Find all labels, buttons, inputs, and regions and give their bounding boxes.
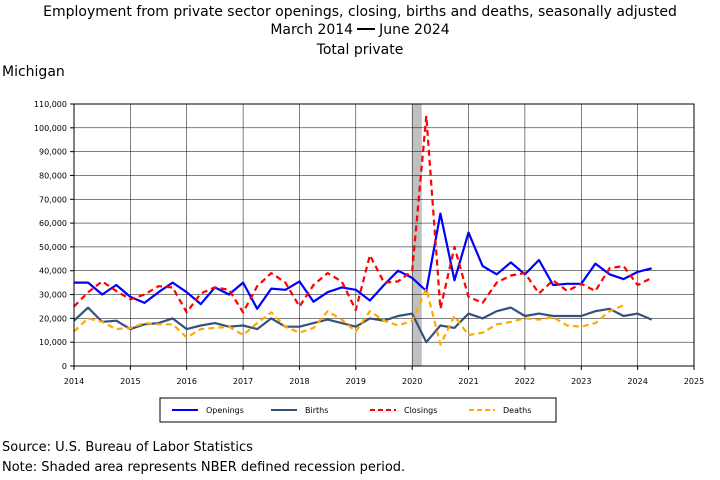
recession-band [412,104,422,366]
end-date: June 2024 [379,22,450,38]
y-tick-label: 100,000 [34,124,67,133]
chart-subtitle-dates: March 2014 June 2024 [0,22,720,39]
x-tick-label: 2025 [684,377,704,386]
dash-separator-icon [357,27,376,30]
y-tick-label: 30,000 [39,291,67,300]
legend-label-openings: Openings [206,406,244,415]
source-note: Source: U.S. Bureau of Labor Statistics [2,440,253,455]
x-tick-label: 2018 [289,377,309,386]
x-tick-label: 2015 [120,377,140,386]
series-line-closings [73,114,653,314]
chart-title: Employment from private sector openings,… [43,4,677,20]
x-tick-label: 2020 [402,377,422,386]
series-lines [73,114,653,346]
y-tick-label: 60,000 [39,219,67,228]
grid [73,103,695,367]
plot-frame [73,103,695,367]
legend-label-births: Births [305,406,328,415]
y-tick-label: 20,000 [39,314,67,323]
recession-shade [412,104,422,366]
x-tick-label: 2017 [233,377,253,386]
x-tick-label: 2022 [515,377,535,386]
recession-note: Note: Shaded area represents NBER define… [2,460,406,475]
legend-label-deaths: Deaths [503,406,531,415]
legend: Openings Births Closings Deaths [159,397,557,423]
y-tick-label: 40,000 [39,267,67,276]
x-tick-label: 2019 [346,377,366,386]
y-tick-label: 50,000 [39,243,67,252]
series-line-deaths [73,287,624,346]
x-tick-label: 2016 [177,377,197,386]
x-tick-label: 2024 [627,377,647,386]
start-date: March 2014 [270,22,354,38]
axes: 0 10,000 20,000 30,000 40,000 50,000 60,000 70,… [34,100,704,386]
x-tick-label: 2014 [64,377,84,386]
chart-subtitle-series: Total private [316,42,404,58]
y-tick-label: 70,000 [39,195,67,204]
x-tick-label: 2021 [458,377,478,386]
y-tick-label: 90,000 [39,148,67,157]
region-label: Michigan [2,64,65,80]
series-line-openings [74,212,652,310]
x-tick-label: 2023 [571,377,591,386]
y-tick-label: 10,000 [39,338,67,347]
y-tick-label: 0 [62,362,67,371]
legend-label-closings: Closings [404,406,437,415]
y-tick-label: 110,000 [34,100,67,109]
y-tick-label: 80,000 [39,171,67,180]
